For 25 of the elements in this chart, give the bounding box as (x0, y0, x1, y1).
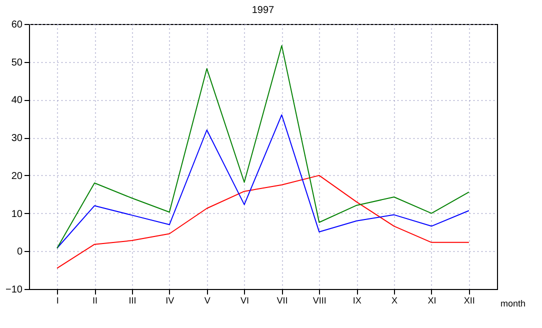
x-tick-label: VIII (312, 296, 326, 306)
x-tick-label: IX (352, 296, 362, 306)
y-tick-label: −10 (6, 284, 23, 296)
line-series (56, 174, 470, 269)
y-tick-label: 10 (11, 208, 23, 220)
y-tick-label: 0 (16, 246, 23, 258)
y-tick-label: 40 (11, 95, 23, 106)
x-tick-label: XII (464, 296, 475, 306)
x-axis-title: month (500, 298, 526, 308)
line-series (56, 45, 470, 249)
y-tick-label: 20 (11, 170, 23, 182)
x-tick-label: V (204, 296, 210, 306)
x-tick-label: VI (240, 296, 250, 306)
x-tick-label: I (56, 296, 59, 306)
chart-title: 1997 (252, 5, 275, 16)
x-tick-label: IV (166, 296, 174, 306)
x-tick-label: III (128, 296, 136, 306)
x-tick-label: X (392, 296, 398, 306)
y-tick-label: 30 (11, 133, 23, 144)
line-series (56, 114, 470, 249)
y-tick-label: 60 (11, 20, 23, 30)
x-tick-label: II (92, 296, 98, 306)
x-tick-label: VII (276, 296, 288, 306)
x-tick-label: XI (428, 296, 436, 306)
y-tick-label: 50 (11, 57, 23, 68)
